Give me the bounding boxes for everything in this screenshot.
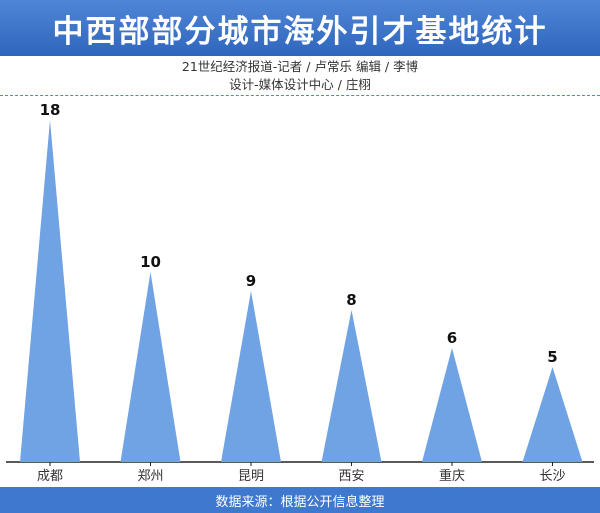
separator-line bbox=[0, 95, 600, 96]
value-label-3: 8 bbox=[346, 291, 356, 309]
category-label-2: 昆明 bbox=[238, 469, 264, 484]
category-label-5: 长沙 bbox=[539, 469, 565, 484]
category-label-1: 郑州 bbox=[137, 469, 163, 484]
value-label-0: 18 bbox=[40, 101, 61, 119]
bar-4 bbox=[422, 348, 482, 462]
value-label-4: 6 bbox=[447, 329, 457, 347]
value-label-1: 10 bbox=[140, 253, 161, 271]
bar-0 bbox=[20, 120, 80, 462]
chart-title: 中西部部分城市海外引才基地统计 bbox=[52, 13, 548, 50]
title-banner: 中西部部分城市海外引才基地统计 bbox=[0, 0, 600, 56]
bar-3 bbox=[321, 310, 382, 462]
value-label-2: 9 bbox=[246, 272, 256, 290]
category-label-4: 重庆 bbox=[439, 468, 465, 484]
credit-reporter-editor: 21世纪经济报道-记者 / 卢常乐 编辑 / 李博 bbox=[181, 59, 419, 74]
credit-designer: 设计-媒体设计中心 / 庄栩 bbox=[229, 77, 371, 92]
category-label-3: 西安 bbox=[338, 469, 364, 484]
category-label-0: 成都 bbox=[37, 469, 63, 484]
credits-block: 21世纪经济报道-记者 / 卢常乐 编辑 / 李博 设计-媒体设计中心 / 庄栩 bbox=[0, 58, 600, 94]
data-source-text: 数据来源：根据公开信息整理 bbox=[215, 494, 385, 510]
source-footer: 数据来源：根据公开信息整理 bbox=[0, 487, 600, 513]
bar-5 bbox=[522, 367, 583, 462]
bar-1 bbox=[120, 272, 181, 462]
value-label-5: 5 bbox=[547, 348, 557, 366]
bar-2 bbox=[221, 291, 281, 462]
